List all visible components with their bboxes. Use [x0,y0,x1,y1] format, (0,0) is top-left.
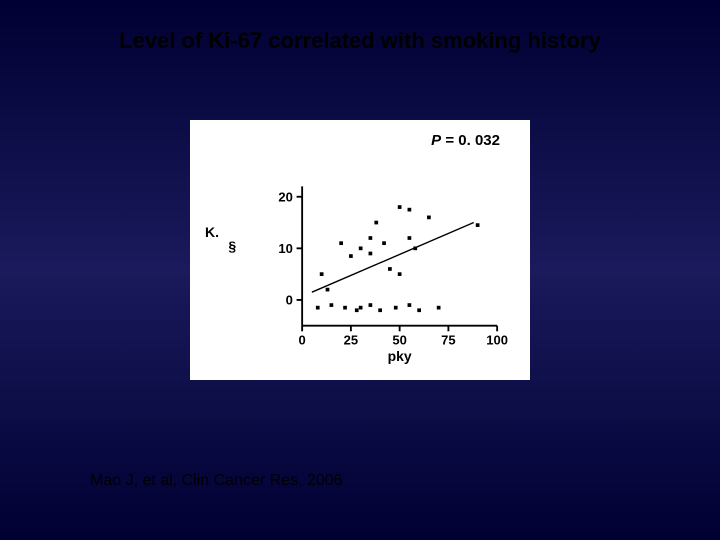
svg-text:50: 50 [392,332,406,347]
p-value-sep: = [441,132,458,149]
y-axis-label: K. § [205,225,236,253]
plot-area: 025507510001020pky [265,170,495,325]
svg-text:25: 25 [344,332,358,347]
svg-text:100: 100 [486,332,508,347]
p-value: P = 0. 032 [431,132,500,149]
p-value-number: 0. 032 [458,132,500,149]
svg-text:75: 75 [441,332,455,347]
scatter-chart: P = 0. 032 K. § 0 25 50 75 100 0 10 20 pky [190,120,530,380]
svg-text:20: 20 [278,189,292,204]
svg-text:0: 0 [299,332,306,347]
svg-text:0: 0 [286,293,293,308]
p-value-label: P [431,132,441,149]
citation: Mao J, et al, Clin Cancer Res. 2006 [90,472,343,490]
chart-svg: 0 25 50 75 100 0 10 20 pky [265,170,525,370]
svg-text:10: 10 [278,241,292,256]
svg-text:pky: pky [388,348,412,364]
slide-title: Level of Ki-67 correlated with smoking h… [0,28,720,54]
